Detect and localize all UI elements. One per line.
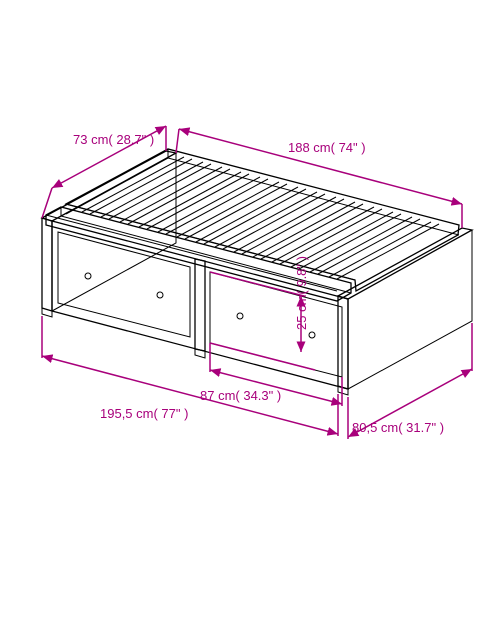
dim-overall-length [42, 356, 338, 434]
label-top-depth: 73 cm( 28.7" ) [73, 132, 154, 147]
label-top-length: 188 cm( 74" ) [288, 140, 366, 155]
label-overall-length: 195,5 cm( 77" ) [100, 406, 188, 421]
knob-icon [237, 313, 243, 319]
knob-icon [309, 332, 315, 338]
label-drawer-height: 25 cm( 9.8" ) [294, 256, 309, 330]
label-drawer-width: 87 cm( 34.3" ) [200, 388, 281, 403]
drawer-panel-right [210, 272, 342, 377]
knob-icon [157, 292, 163, 298]
label-overall-width: 80,5 cm( 31.7" ) [352, 420, 444, 435]
bed-dimension-diagram: 73 cm( 28.7" ) 188 cm( 74" ) 25 cm( 9.8"… [0, 0, 500, 641]
knob-icon [85, 273, 91, 279]
bed-frame-drawing [42, 149, 472, 395]
